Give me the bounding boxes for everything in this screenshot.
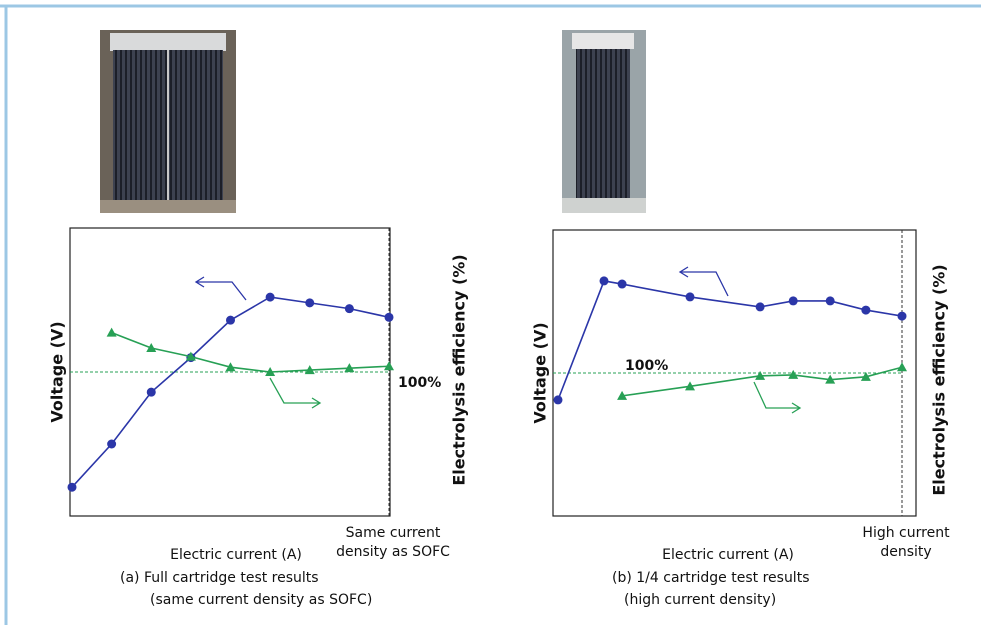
circle-marker [147,388,156,397]
arrows [196,267,800,413]
circle-marker [600,276,609,285]
series-line [112,333,389,372]
page: 100% Same current density as SOFC Voltage (… [0,0,981,625]
circle-marker [861,306,870,315]
y2-axis-label: Electrolysis efficiency (%) [450,254,469,485]
y2-axis-label: Electrolysis efficiency (%) [930,264,949,495]
photo-quarter-cartridge [562,30,646,213]
series-line [72,297,389,487]
reference-label: 100% [398,375,441,391]
circle-marker [345,304,354,313]
caption: (high current density) [624,592,776,608]
circle-marker [226,316,235,325]
circle-marker [618,280,627,289]
circle-marker [385,313,394,322]
circle-marker [789,296,798,305]
x-axis-label: Electric current (A) [662,547,794,563]
circle-marker [68,483,77,492]
annotation-text: density [880,544,931,560]
triangle-marker [107,328,117,337]
caption: (b) 1/4 cartridge test results [612,570,809,586]
photo-full-cartridge [100,30,236,213]
circle-marker [756,302,765,311]
series-line [558,281,902,400]
circle-marker [898,312,907,321]
caption: (a) Full cartridge test results [120,570,319,586]
circle-marker [305,298,314,307]
triangle-marker [897,362,907,371]
circle-marker [554,395,563,404]
circle-marker [826,296,835,305]
annotation-text: Same current [346,525,441,541]
y-axis-label: Voltage (V) [48,321,67,422]
circle-marker [686,292,695,301]
y-axis-label: Voltage (V) [531,322,550,423]
x-axis-label: Electric current (A) [170,547,302,563]
annotation-text: density as SOFC [336,544,450,560]
reference-label: 100% [625,358,668,374]
figure: 100% Same current density as SOFC Voltage (… [0,0,981,625]
circle-marker [266,293,275,302]
annotation-text: High current [862,525,950,541]
circle-marker [107,440,116,449]
caption: (same current density as SOFC) [150,592,372,608]
